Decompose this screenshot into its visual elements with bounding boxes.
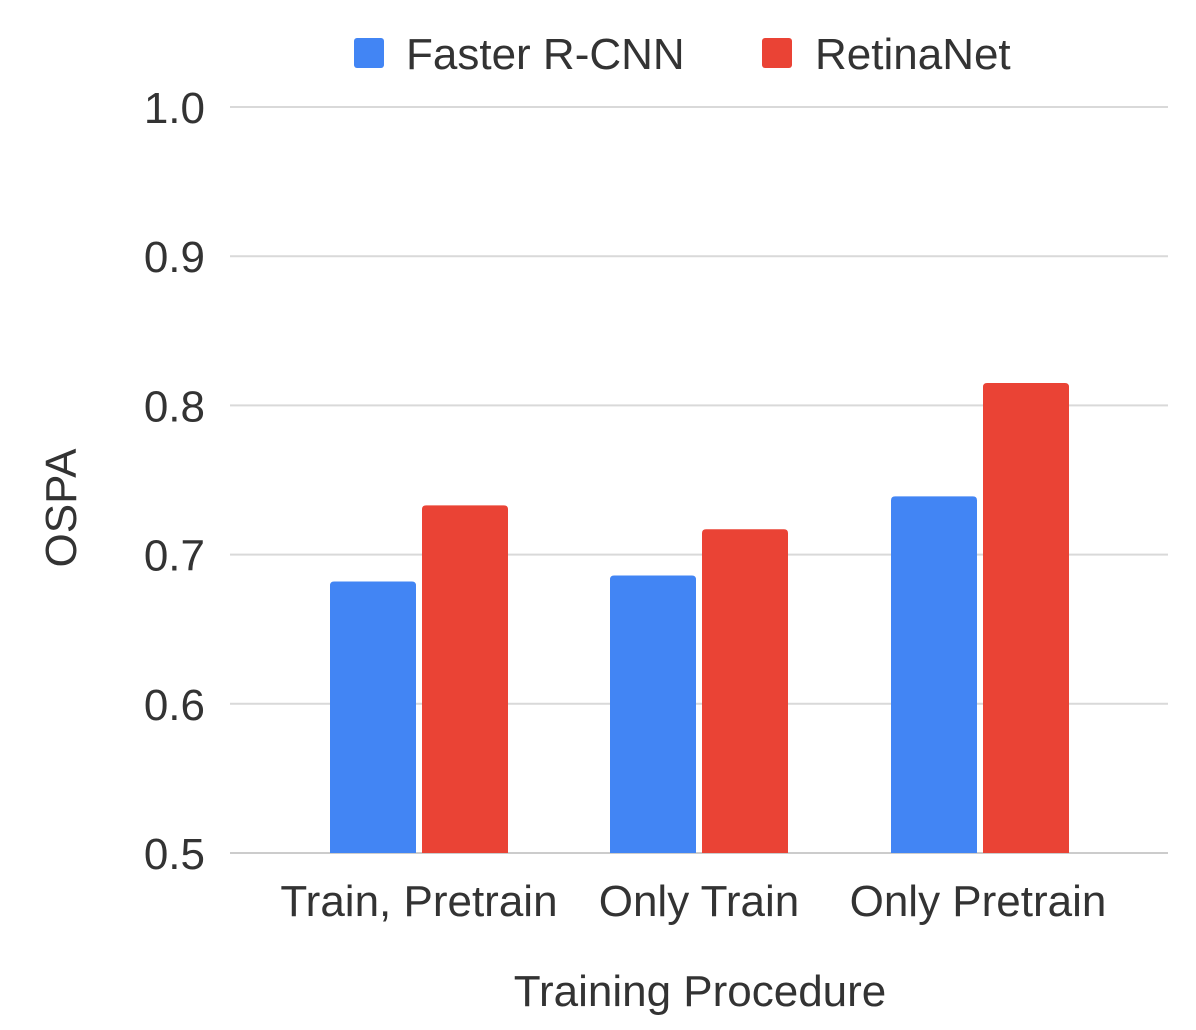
y-tick-label: 1.0 (144, 84, 205, 133)
bar-faster-rcnn (330, 581, 416, 853)
y-tick-label: 0.8 (144, 382, 205, 431)
legend-label: RetinaNet (815, 30, 1011, 79)
bar-faster-rcnn (891, 496, 977, 853)
y-axis-ticks: 0.5 0.6 0.7 0.8 0.9 1.0 (144, 84, 205, 879)
legend: Faster R-CNN RetinaNet (354, 30, 1011, 79)
x-axis-ticks: Train, Pretrain Only Train Only Pretrain (280, 877, 1106, 926)
bar-retinanet (702, 529, 788, 853)
y-tick-label: 0.5 (144, 830, 205, 879)
x-tick-label: Only Train (599, 877, 800, 926)
legend-label: Faster R-CNN (406, 30, 685, 79)
bar-retinanet (422, 505, 508, 853)
legend-swatch (762, 38, 792, 68)
legend-swatch (354, 38, 384, 68)
y-tick-label: 0.9 (144, 233, 205, 282)
x-tick-label: Only Pretrain (850, 877, 1107, 926)
y-tick-label: 0.7 (144, 532, 205, 581)
y-axis-title: OSPA (37, 448, 86, 568)
bar-retinanet (983, 383, 1069, 853)
x-tick-label: Train, Pretrain (280, 877, 557, 926)
bar-faster-rcnn (610, 575, 696, 853)
y-tick-label: 0.6 (144, 681, 205, 730)
bars (330, 383, 1069, 853)
x-axis-title: Training Procedure (514, 967, 887, 1016)
